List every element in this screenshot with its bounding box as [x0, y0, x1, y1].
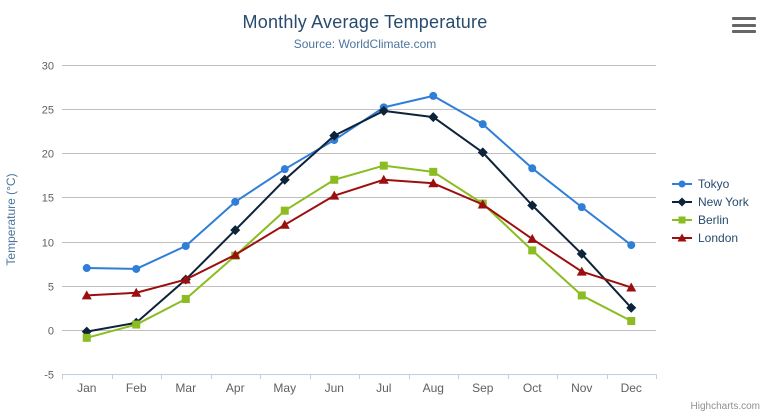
series-point-berlin[interactable]	[429, 167, 438, 176]
series-line-berlin[interactable]	[85, 164, 633, 339]
y-axis-title: Temperature (°C)	[4, 173, 18, 265]
y-axis-label: 0	[48, 326, 54, 338]
x-axis-label: May	[273, 381, 296, 395]
hamburger-menu-icon[interactable]	[732, 17, 756, 33]
series-point-london[interactable]	[180, 274, 191, 284]
series-point-berlin[interactable]	[577, 291, 586, 300]
series-point-tokyo[interactable]	[181, 241, 190, 250]
series-point-london[interactable]	[81, 290, 92, 300]
series-point-new-york[interactable]	[279, 174, 290, 185]
series-point-tokyo[interactable]	[528, 164, 537, 173]
legend-item-berlin[interactable]: Berlin	[671, 211, 749, 229]
credits-link[interactable]: Highcharts.com	[690, 401, 760, 412]
y-axis-label: 10	[42, 238, 54, 250]
legend-item-label: Berlin	[698, 213, 729, 227]
series-line-london[interactable]	[85, 178, 633, 297]
series-point-london[interactable]	[378, 174, 389, 184]
x-axis-label: Dec	[621, 381, 642, 395]
x-axis-label: Apr	[226, 381, 245, 395]
y-axis-label: 15	[42, 193, 54, 205]
legend-item-new-york[interactable]: New York	[671, 193, 749, 211]
legend-item-label: New York	[698, 195, 749, 209]
y-axis-label: 5	[48, 282, 54, 294]
y-axis-label: 25	[42, 105, 54, 117]
legend-marker-tokyo	[678, 180, 686, 188]
series-point-london[interactable]	[477, 199, 488, 209]
hamburger-bar	[732, 23, 756, 27]
series-point-tokyo[interactable]	[627, 241, 636, 250]
x-axis-label: Jan	[77, 381, 96, 395]
x-axis-label: Oct	[523, 381, 542, 395]
series-point-london[interactable]	[576, 266, 587, 276]
series-point-new-york[interactable]	[527, 200, 538, 211]
series-point-tokyo[interactable]	[132, 264, 141, 273]
series-point-london[interactable]	[428, 178, 439, 188]
series-point-london[interactable]	[279, 219, 290, 229]
x-axis-label: Mar	[175, 381, 196, 395]
series-point-berlin[interactable]	[181, 294, 190, 303]
legend-item-label: London	[698, 231, 739, 245]
legend: Tokyo New York Berlin London	[671, 175, 749, 247]
series-point-new-york[interactable]	[329, 130, 340, 141]
series-point-london[interactable]	[131, 287, 142, 297]
legend-symbol-square-icon	[672, 216, 692, 224]
legend-symbol-circle-icon	[672, 180, 692, 188]
x-axis-label: Jun	[325, 381, 344, 395]
series-point-london[interactable]	[329, 190, 340, 200]
series-point-london[interactable]	[527, 233, 538, 243]
y-axis-label: 20	[42, 149, 54, 161]
legend-item-tokyo[interactable]: Tokyo	[671, 175, 749, 193]
series-point-london[interactable]	[230, 249, 241, 259]
series-point-berlin[interactable]	[528, 246, 537, 255]
series-point-berlin[interactable]	[280, 206, 289, 215]
series-point-new-york[interactable]	[378, 105, 389, 116]
series-point-berlin[interactable]	[627, 317, 636, 326]
legend-symbol-triangle-icon	[672, 233, 692, 242]
series-point-new-york[interactable]	[477, 147, 488, 158]
series-point-tokyo[interactable]	[429, 91, 438, 100]
y-axis-label: -5	[44, 370, 54, 382]
hamburger-bar	[732, 30, 756, 33]
legend-marker-berlin	[678, 216, 686, 224]
series-point-new-york[interactable]	[230, 225, 241, 236]
legend-marker-london	[677, 233, 687, 242]
x-axis-label: Sep	[472, 381, 494, 395]
x-axis-label: Nov	[571, 381, 592, 395]
y-axis-label: 30	[42, 61, 54, 73]
legend-item-london[interactable]: London	[671, 229, 749, 247]
chart-subtitle: Source: WorldClimate.com	[293, 37, 437, 51]
x-axis-label: Jul	[376, 381, 391, 395]
series-point-new-york[interactable]	[626, 302, 637, 313]
chart-title: Monthly Average Temperature	[242, 12, 488, 32]
hamburger-bar	[732, 17, 756, 20]
series-point-berlin[interactable]	[82, 333, 91, 342]
x-axis-label: Feb	[126, 381, 147, 395]
x-axis-label: Aug	[423, 381, 444, 395]
series-point-berlin[interactable]	[132, 320, 141, 329]
series-point-berlin[interactable]	[330, 175, 339, 184]
series-point-berlin[interactable]	[379, 161, 388, 170]
legend-item-label: Tokyo	[698, 177, 730, 191]
series-point-london[interactable]	[626, 282, 637, 292]
series-point-tokyo[interactable]	[478, 120, 487, 129]
series-point-tokyo[interactable]	[231, 197, 240, 206]
series-point-tokyo[interactable]	[82, 264, 91, 273]
series-point-tokyo[interactable]	[280, 165, 289, 174]
series-point-new-york[interactable]	[576, 248, 587, 259]
series-point-tokyo[interactable]	[577, 203, 586, 212]
series-point-new-york[interactable]	[428, 112, 439, 123]
legend-marker-new-york	[677, 197, 687, 207]
series-line-new-york[interactable]	[85, 109, 633, 333]
legend-symbol-diamond-icon	[672, 197, 692, 207]
